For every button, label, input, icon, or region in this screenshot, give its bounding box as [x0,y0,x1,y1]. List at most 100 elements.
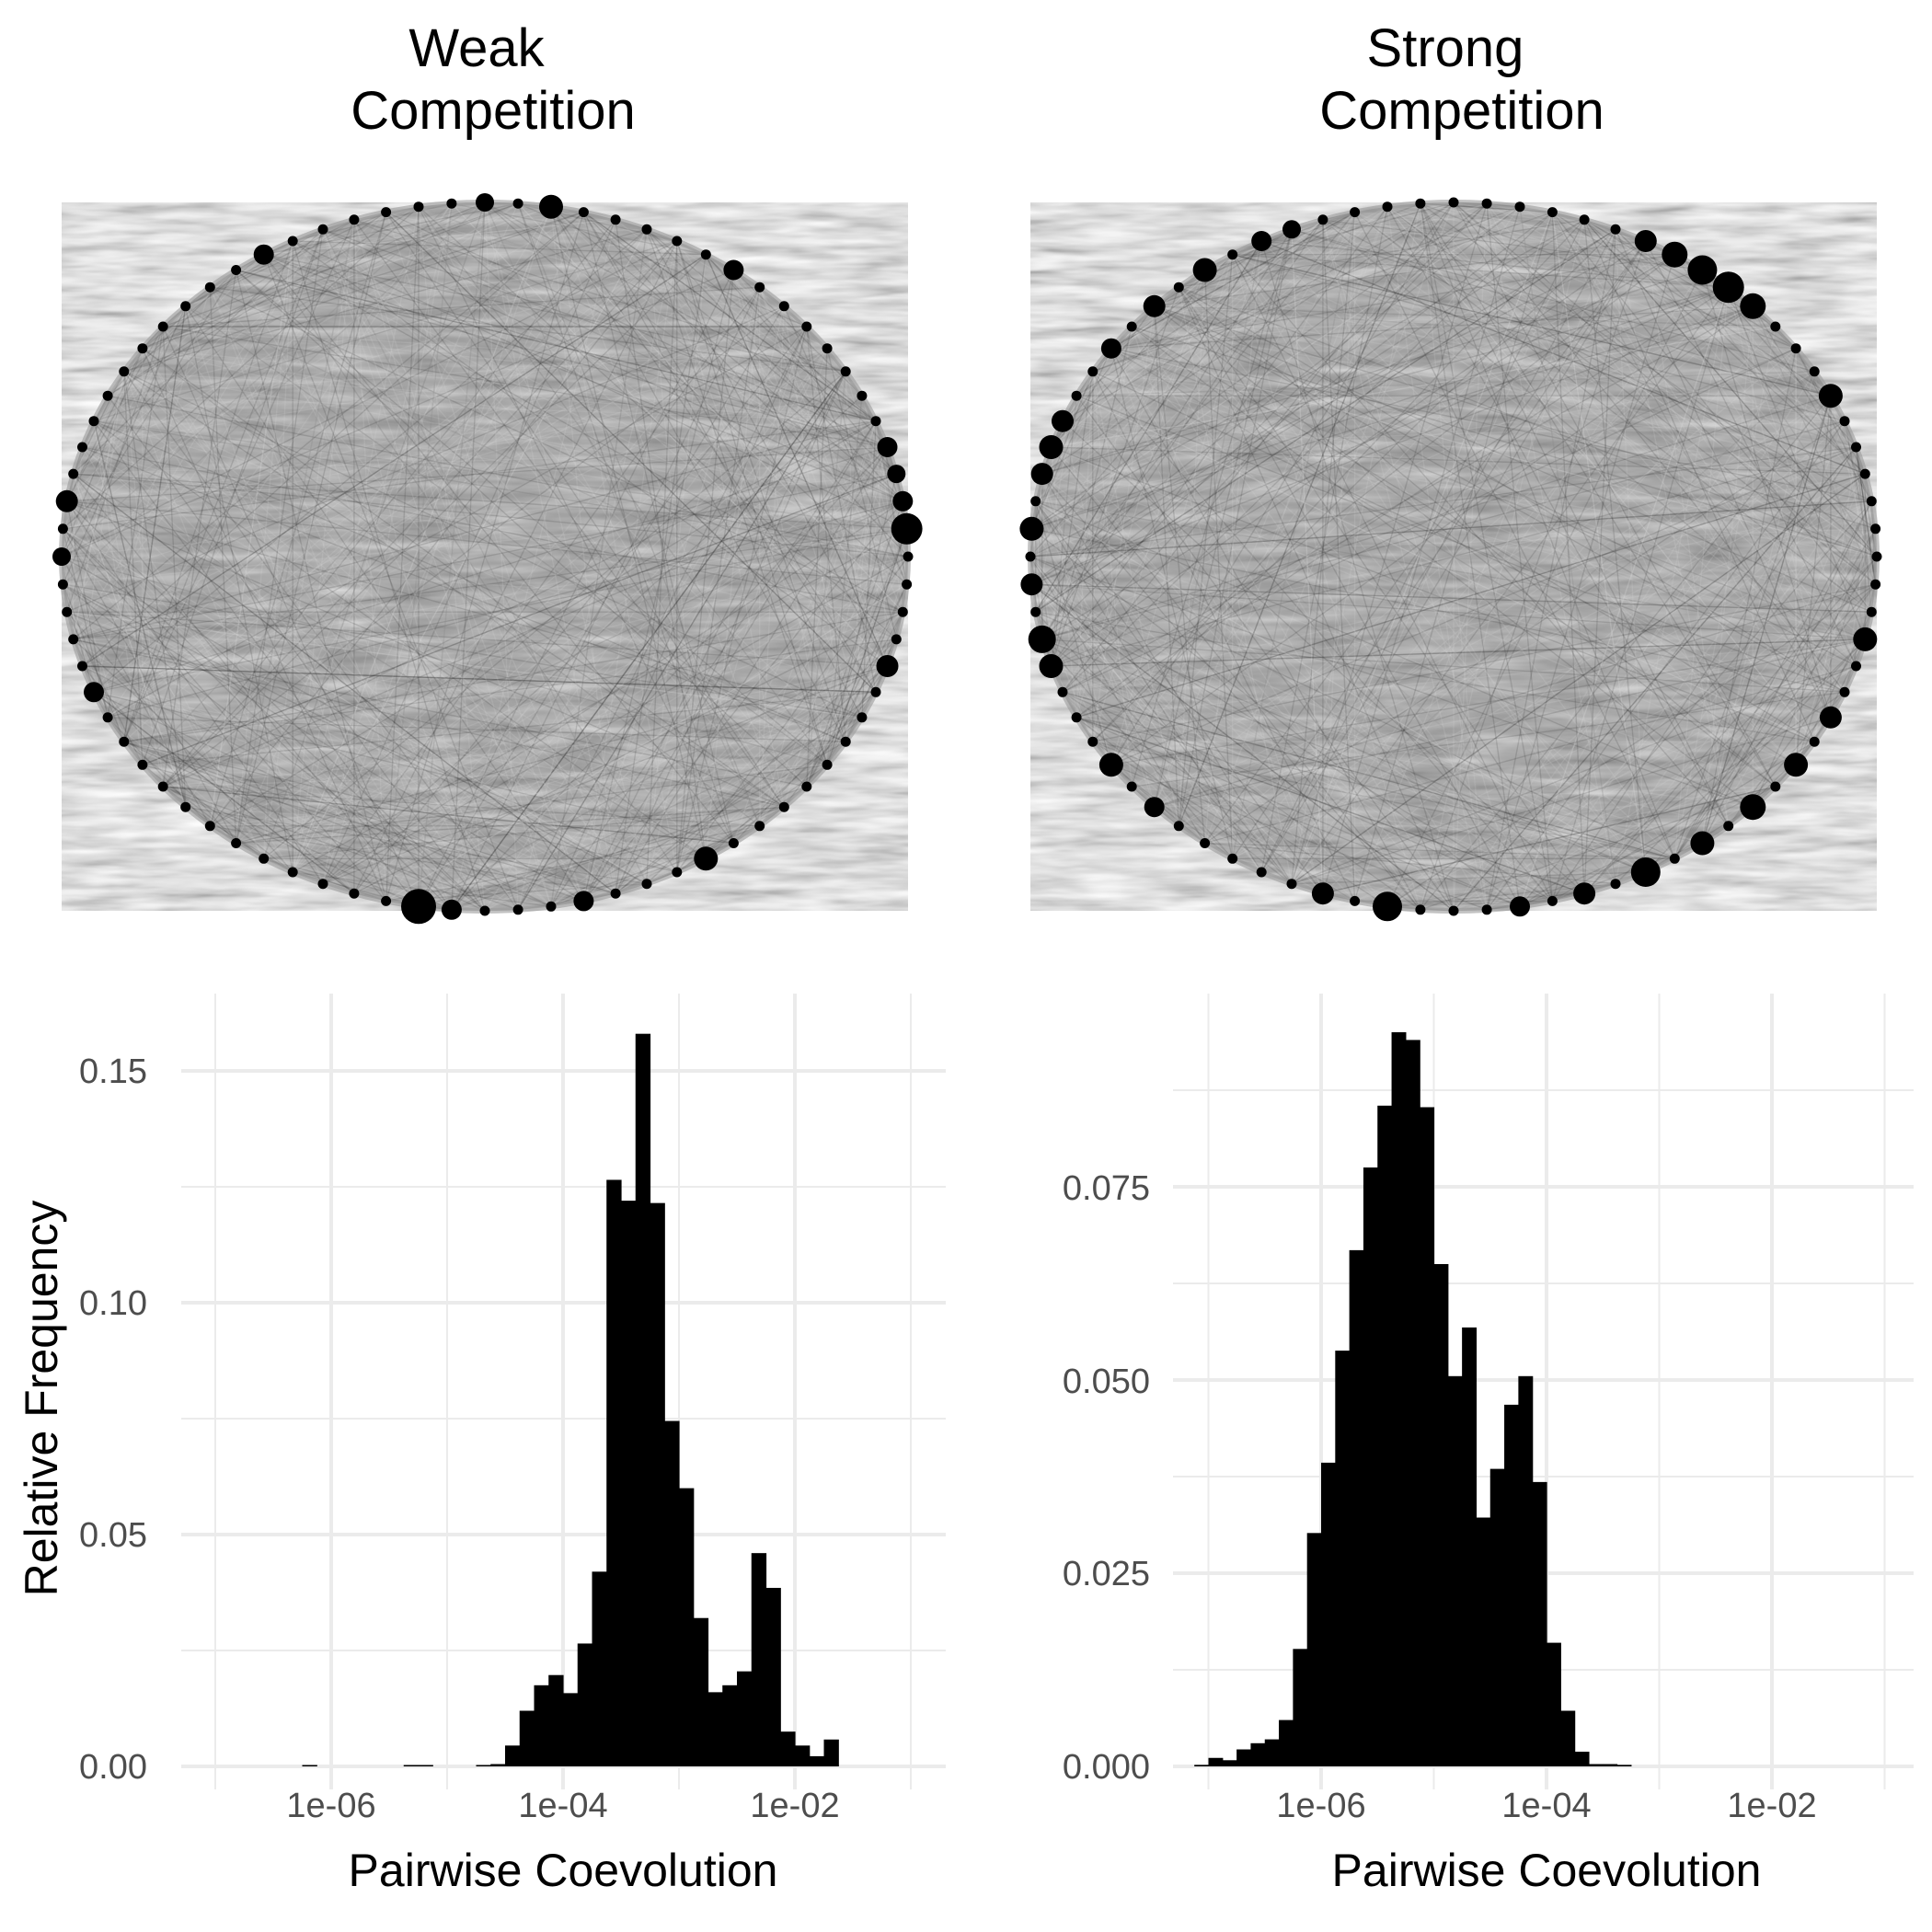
network-edge [451,202,707,256]
network-edge [418,201,486,907]
network-node [349,214,360,225]
network-edge [93,420,187,808]
network-edge [66,500,907,585]
network-edge [73,473,707,859]
network-edge [1795,528,1877,765]
network-edge [418,806,785,907]
network-edge [1420,202,1754,307]
network-edge [1420,202,1675,256]
network-edge [1420,202,1777,788]
network-edge [582,556,909,902]
network-edge [385,212,877,693]
network-edge [1075,395,1421,911]
network-edge [1031,583,1521,907]
strong-histogram-bar [1391,1032,1407,1766]
network-edge [1075,717,1703,845]
network-edge [108,395,877,422]
network-edge [185,665,888,808]
network-node [1382,201,1393,213]
network-edge [1110,638,1866,765]
network-edge [1260,240,1647,873]
network-edge [61,240,678,558]
network-node [1851,661,1861,672]
network-edge [845,371,863,718]
network-edge [82,326,807,448]
network-edge [1583,583,1877,894]
network-edge [61,556,828,765]
weak-histogram-bar [519,1710,535,1766]
network-edge [66,211,584,502]
network-edge [1050,371,1094,667]
network-edge [185,305,897,640]
network-edge [451,219,616,910]
network-edge [1701,348,1797,844]
network-edge [1031,286,1729,530]
network-edge [66,611,144,765]
network-edge [1420,202,1675,859]
network-edge [615,326,808,894]
network-node [157,781,168,792]
network-edge [1203,240,1262,844]
network-edge [66,446,888,502]
network-edge [1552,211,1777,328]
network-edge [385,206,420,902]
network-edge [1154,240,1262,808]
network-edge [93,691,355,894]
network-edge [1261,240,1703,271]
network-edge [1260,371,1815,873]
network-edge [73,638,785,808]
network-edge [582,212,903,502]
network-edge [517,326,808,911]
network-edge [107,348,828,719]
network-edge [385,825,760,903]
network-edge [123,371,324,884]
network-edge [646,228,808,328]
network-node [1030,496,1041,507]
network-edge [1131,202,1488,328]
network-edge [1051,638,1866,667]
network-edge [1322,219,1872,502]
network-edge [1519,206,1616,884]
network-edge [1420,202,1846,693]
network-edge [61,269,734,558]
network-edge [353,446,888,894]
network-edge [263,202,519,256]
network-edge [1795,348,1872,502]
network-edge [63,348,828,585]
network-edge [1728,286,1866,640]
network-edge [676,556,909,873]
network-edge [1673,500,1872,859]
network-edge [1110,348,1421,911]
network-edge [705,287,761,859]
network-edge [1029,228,1616,558]
network-node [1030,606,1041,617]
network-edge [550,348,828,907]
network-edge [82,665,552,907]
network-edge [1092,583,1876,742]
network-edge [1041,269,1703,475]
network-edge [123,371,903,502]
network-edge [582,212,877,693]
network-edge [1386,206,1878,558]
network-node [259,853,270,864]
strong-histogram-bar [1420,1107,1435,1766]
network-edge [826,583,908,765]
network-edge [759,286,909,558]
network-node [1851,442,1861,453]
network-edge [1075,717,1521,907]
network-edge [732,270,863,718]
network-edge [107,254,707,719]
network-edge [1051,665,1675,859]
network-edge [1178,254,1234,826]
network-edge [1291,786,1776,885]
strong-title-line2: Competition [1319,81,1604,141]
network-edge [292,228,648,873]
network-edge [1701,396,1832,844]
network-edge [93,240,678,422]
network-edge [163,786,734,845]
network-edge [185,211,386,307]
network-edge [263,240,293,859]
network-edge [73,473,265,859]
network-edge [1354,741,1815,903]
network-edge [385,583,907,902]
